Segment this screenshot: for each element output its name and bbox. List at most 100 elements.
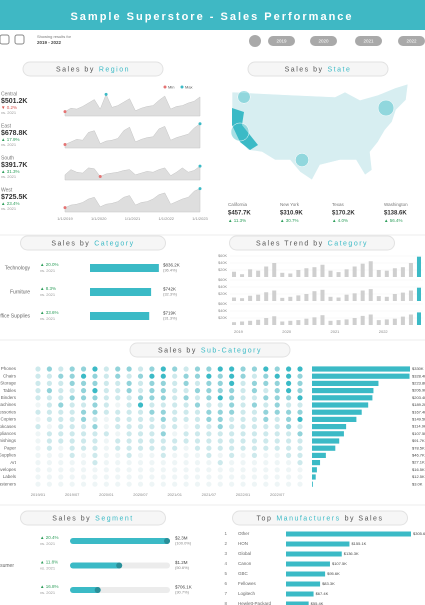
dot xyxy=(35,474,41,480)
dot xyxy=(217,438,223,444)
dot xyxy=(149,416,155,422)
bar xyxy=(240,321,245,325)
category-change: ▲ 8.3% xyxy=(40,286,56,291)
dot xyxy=(183,438,189,444)
dot xyxy=(274,467,280,473)
section-title-lead: Sales by xyxy=(56,66,95,73)
dot xyxy=(103,402,109,408)
dot xyxy=(103,388,109,394)
y-tick-label: $40K xyxy=(218,261,227,265)
dot xyxy=(149,452,155,458)
bar xyxy=(312,416,357,422)
dot xyxy=(172,467,178,473)
dot xyxy=(240,416,246,422)
dot xyxy=(286,445,292,451)
x-tick-label: 2021 xyxy=(331,329,341,334)
bar xyxy=(312,395,373,401)
section-title-lead: Sales by xyxy=(51,240,90,247)
bar xyxy=(312,373,410,379)
dot xyxy=(286,438,292,444)
year-pill-label: 2022 xyxy=(406,39,417,44)
dot xyxy=(115,452,121,458)
bar xyxy=(312,380,379,386)
dot xyxy=(137,474,144,480)
dot xyxy=(274,388,280,394)
dot xyxy=(103,424,109,430)
year-pill[interactable] xyxy=(355,36,382,46)
dot xyxy=(206,445,212,451)
legend-marker xyxy=(180,85,184,89)
manufacturer-name: GBC xyxy=(238,571,249,576)
bar xyxy=(312,317,317,325)
dot xyxy=(115,445,121,451)
bar-end xyxy=(94,587,101,593)
dot xyxy=(149,395,155,401)
dot xyxy=(206,380,212,386)
section-title: Sales by Region xyxy=(56,66,130,73)
dot xyxy=(160,380,166,386)
state-total: $457.7K xyxy=(228,211,251,217)
value-label: $706.1K xyxy=(175,585,192,590)
dot xyxy=(149,402,155,408)
dot xyxy=(80,424,87,430)
bar xyxy=(384,319,389,325)
bar xyxy=(408,290,413,301)
dot xyxy=(58,380,64,386)
bar xyxy=(286,531,411,537)
section-title: Sales by Segment xyxy=(52,515,133,522)
section-title-lead: Top xyxy=(257,515,273,522)
icon-button[interactable] xyxy=(14,34,25,45)
dot xyxy=(217,424,223,430)
year-pill[interactable] xyxy=(310,36,337,46)
dot xyxy=(126,431,132,437)
dot xyxy=(115,431,121,437)
bar xyxy=(312,474,316,480)
dot xyxy=(69,380,75,386)
value-label: $114.9K xyxy=(412,424,425,429)
dot xyxy=(286,452,292,458)
dot xyxy=(194,424,201,430)
dot xyxy=(92,395,98,401)
dot xyxy=(251,395,258,401)
bar xyxy=(376,270,381,277)
bar xyxy=(336,320,341,325)
dot xyxy=(126,424,132,430)
dot xyxy=(137,445,144,451)
dot xyxy=(172,402,178,408)
bar xyxy=(368,314,373,325)
dot xyxy=(160,481,166,487)
dot xyxy=(80,409,87,415)
subcategory-label: Paper xyxy=(4,445,17,450)
value-label: $107.5K xyxy=(332,561,347,566)
bar xyxy=(256,270,261,277)
segment-compare: vs. 2021 xyxy=(40,541,56,546)
year-pill[interactable] xyxy=(268,36,295,46)
manufacturer-name: Global xyxy=(238,551,251,556)
value-label: $189.2K xyxy=(412,402,425,407)
dot xyxy=(217,452,223,458)
dot xyxy=(229,366,235,372)
dot xyxy=(206,452,212,458)
dot xyxy=(137,481,144,487)
bar xyxy=(376,320,381,325)
category-label: Technology xyxy=(5,265,31,271)
bar xyxy=(328,270,333,277)
year-pill[interactable] xyxy=(398,36,425,46)
dot xyxy=(160,366,166,372)
dot xyxy=(251,388,258,394)
filter-button[interactable] xyxy=(249,35,261,47)
dot xyxy=(240,373,246,379)
section-title-key: Region xyxy=(99,66,130,73)
dot xyxy=(172,431,178,437)
icon-button[interactable] xyxy=(0,34,10,45)
dot xyxy=(160,431,166,437)
dot xyxy=(69,452,75,458)
bar xyxy=(256,294,261,301)
bar xyxy=(360,315,365,325)
bar xyxy=(70,538,170,544)
value-label: $27.1K xyxy=(412,460,425,465)
bar xyxy=(280,321,285,325)
category-compare: vs. 2021 xyxy=(40,268,56,273)
share-label: (32.3%) xyxy=(163,292,178,297)
value-label: $2.3M xyxy=(175,536,188,541)
